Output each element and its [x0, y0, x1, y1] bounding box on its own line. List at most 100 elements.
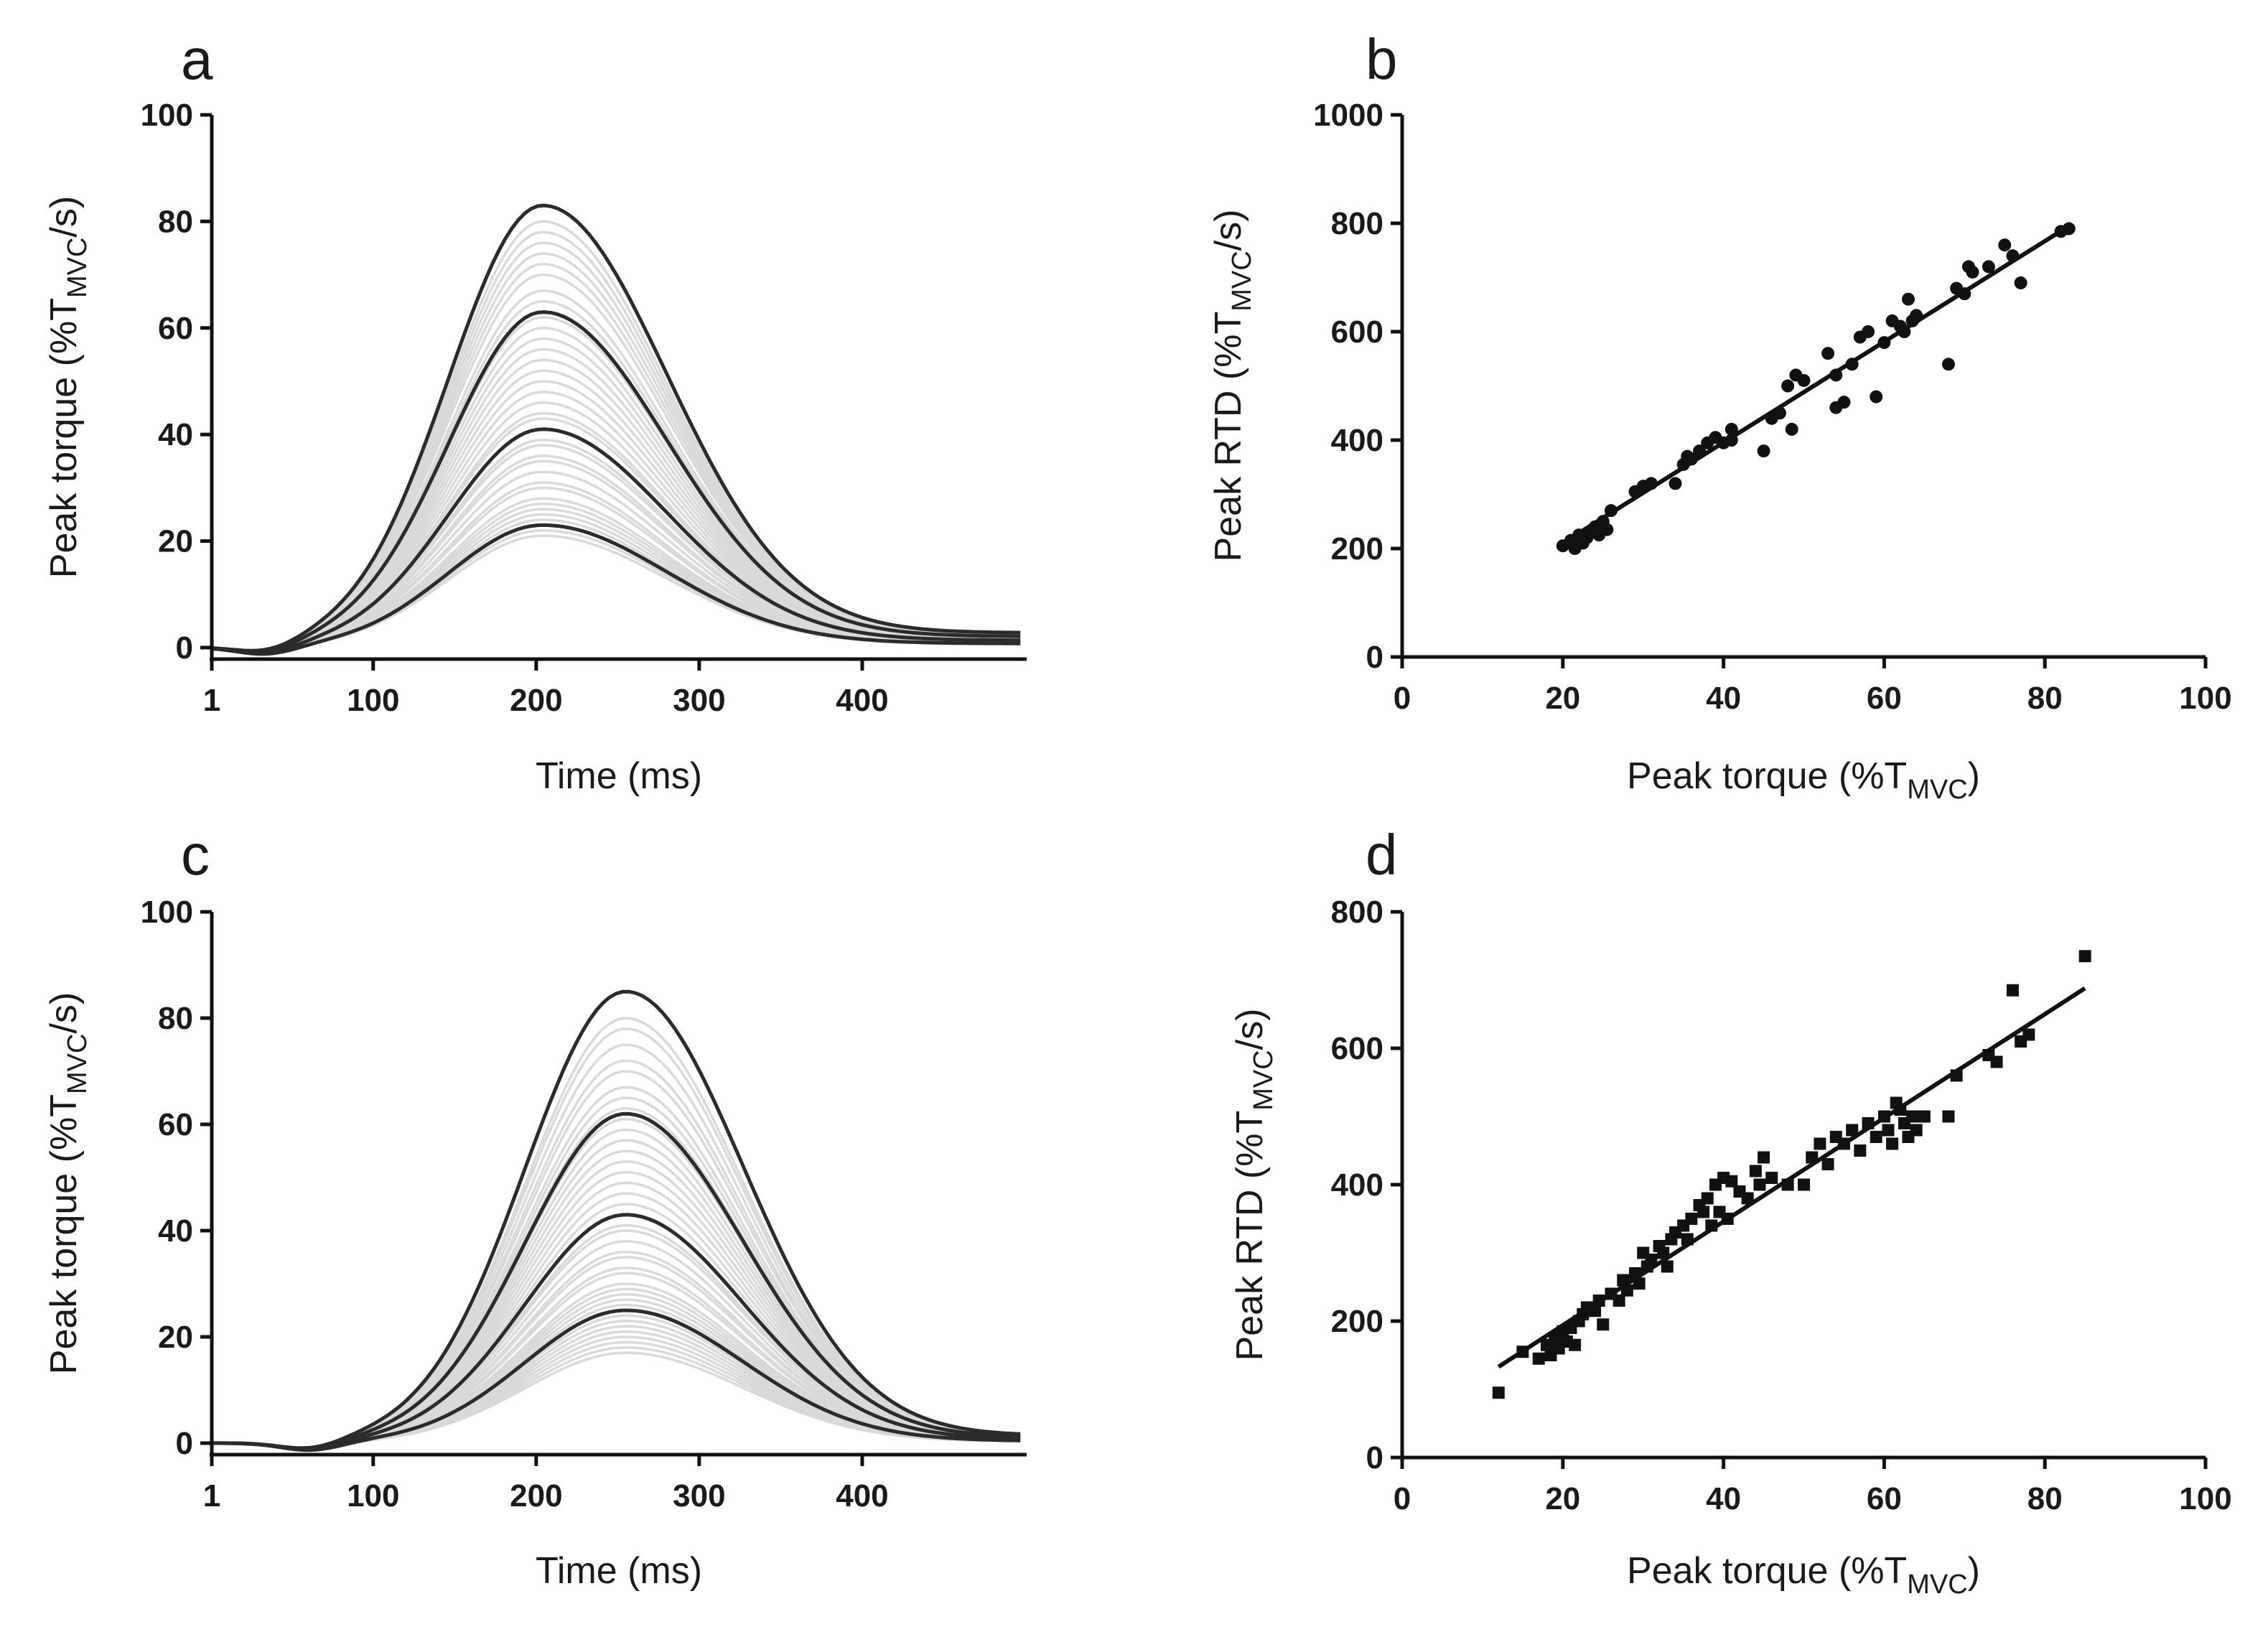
y-tick-label: 600: [1331, 314, 1383, 350]
background-curve: [211, 252, 1021, 653]
scatter-point: [1958, 287, 1971, 301]
panel-c-curves: [211, 989, 1021, 1452]
scatter-point: [1877, 336, 1891, 350]
x-tick-label: 100: [2179, 681, 2231, 716]
scatter-point: [1870, 1131, 1882, 1143]
scatter-point: [1753, 1178, 1766, 1191]
panel-letter-c: c: [181, 823, 210, 887]
scatter-point: [2006, 249, 2020, 263]
background-curve: [211, 220, 1021, 653]
y-tick-label: 40: [158, 417, 193, 452]
x-tick-label: 200: [510, 1478, 562, 1514]
scatter-point: [1785, 422, 1798, 436]
scatter-point: [1901, 292, 1915, 306]
y-tick-label: 60: [158, 1107, 193, 1142]
x-tick-label: 60: [1867, 681, 1902, 716]
scatter-point: [2006, 984, 2019, 997]
scatter-point: [1898, 325, 1911, 338]
y-tick-label: 0: [1366, 640, 1383, 675]
x-tick-label: 100: [347, 683, 399, 718]
highlight-curve-83: [211, 203, 1021, 653]
scatter-point: [1725, 434, 1738, 447]
scatter-point: [1906, 1110, 1919, 1123]
y-tick-label: 400: [1331, 1167, 1383, 1203]
scatter-point: [1877, 1110, 1890, 1123]
scatter-point: [1629, 1267, 1642, 1279]
background-curve: [211, 263, 1021, 653]
panel-a-x-title: Time (ms): [536, 755, 702, 797]
x-tick-label: 20: [1545, 681, 1580, 716]
background-curve: [212, 1107, 1021, 1450]
scatter-point: [1492, 1386, 1505, 1399]
highlight-curve-62: [212, 1111, 1021, 1451]
scatter-point: [1741, 1192, 1754, 1205]
scatter-point: [1966, 265, 1979, 279]
scatter-point: [2022, 1028, 2035, 1041]
background-curve: [212, 1043, 1021, 1450]
scatter-point: [1894, 1104, 1907, 1116]
scatter-point: [1633, 1277, 1646, 1290]
scatter-point: [1886, 1137, 1899, 1150]
y-tick-label: 80: [158, 1001, 193, 1036]
x-tick-label: 80: [2027, 1481, 2063, 1516]
scatter-point: [1862, 1117, 1875, 1129]
scatter-point: [1846, 1124, 1859, 1137]
background-curve: [212, 1017, 1021, 1450]
highlight-curve-25: [212, 1308, 1021, 1452]
scatter-point: [1516, 1345, 1529, 1358]
scatter-point: [1757, 444, 1770, 458]
x-tick-label: 200: [510, 683, 562, 718]
scatter-point: [1773, 406, 1786, 420]
scatter-point: [1821, 347, 1835, 360]
y-tick-label: 40: [158, 1213, 193, 1249]
y-tick-label: 60: [158, 311, 193, 346]
scatter-point: [1749, 1165, 1762, 1177]
panel-d-ticks: 0 20 40 60 80 100 0 200 400 600 800: [1331, 895, 2232, 1516]
scatter-point: [1685, 1213, 1698, 1225]
scatter-point: [1862, 325, 1875, 338]
x-tick-label: 40: [1706, 681, 1741, 716]
scatter-point: [1617, 1274, 1630, 1287]
panel-c: c 1 100 200 300 400 0 20 40 60 80 100 Time (ms) Pe…: [43, 823, 1027, 1592]
scatter-point: [1681, 1233, 1694, 1246]
scatter-point: [1882, 1124, 1895, 1137]
scatter-point: [1645, 1254, 1658, 1266]
panel-a-curves: [211, 203, 1021, 656]
scatter-point: [1797, 373, 1811, 387]
panel-b-y-title: Peak RTD (%TMVC/s): [1208, 210, 1257, 562]
scatter-point: [1910, 309, 1923, 322]
highlight-curve-43: [212, 1213, 1021, 1452]
scatter-point: [1684, 452, 1698, 466]
background-curve: [212, 1059, 1021, 1450]
scatter-point: [1837, 396, 1851, 409]
scatter-point: [1854, 1144, 1867, 1157]
panel-b-marks: [1556, 222, 2076, 555]
x-tick-label: 300: [673, 1478, 725, 1514]
scatter-point: [1910, 1124, 1923, 1137]
scatter-point: [1597, 1318, 1610, 1331]
y-tick-label: 0: [176, 1426, 193, 1461]
scatter-point: [1697, 1205, 1710, 1218]
scatter-point: [1918, 1110, 1931, 1123]
scatter-point: [2062, 222, 2076, 235]
scatter-point: [1781, 379, 1795, 393]
y-tick-label: 100: [141, 98, 193, 133]
scatter-point: [2014, 276, 2027, 290]
scatter-point: [1613, 1295, 1625, 1307]
background-curve: [212, 1027, 1021, 1450]
scatter-point: [1758, 1151, 1770, 1164]
x-tick-label: 400: [836, 1478, 888, 1514]
panel-d-marks: [1492, 950, 2091, 1399]
scatter-point: [1532, 1352, 1545, 1365]
scatter-point: [1589, 1305, 1602, 1317]
y-tick-label: 400: [1331, 423, 1383, 458]
scatter-point: [1721, 1213, 1734, 1225]
highlight-curve-41: [211, 427, 1021, 655]
panel-a-ticks: 1 100 200 300 400 0 20 40 60 80 100: [141, 98, 889, 718]
x-tick-label: 300: [673, 683, 725, 718]
y-tick-label: 20: [158, 1320, 193, 1355]
y-tick-label: 80: [158, 204, 193, 239]
